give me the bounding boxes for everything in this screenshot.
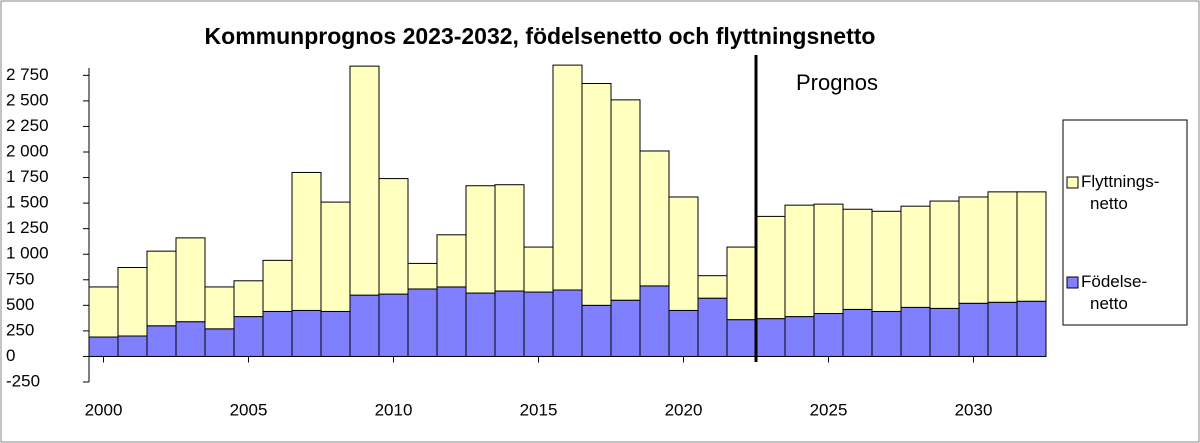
- y-tick-label: 1 750: [6, 167, 49, 186]
- bar-segment: [175, 321, 206, 357]
- bar-segment: [1016, 300, 1047, 357]
- bar-segment: [494, 290, 525, 357]
- x-tick-label: 2005: [230, 400, 268, 419]
- bar-segment: [117, 267, 148, 337]
- legend-swatch: [1066, 176, 1079, 189]
- bar-segment: [987, 191, 1018, 303]
- bar-segment: [349, 65, 380, 296]
- bar-segment: [813, 203, 844, 315]
- bar-segment: [349, 294, 380, 357]
- bar-segment: [88, 286, 119, 338]
- bar-segment: [668, 309, 699, 357]
- bar-segment: [146, 250, 177, 327]
- bar-segment: [842, 208, 873, 310]
- bar-segment: [320, 310, 351, 357]
- legend-label: Flyttnings-netto: [1081, 172, 1159, 213]
- bar-segment: [726, 246, 757, 321]
- bar-segment: [378, 293, 409, 357]
- bar-segment: [784, 204, 815, 318]
- x-tick-label: 2020: [665, 400, 703, 419]
- bar-segment: [958, 302, 989, 357]
- bar-segment: [436, 286, 467, 357]
- bar-segment: [175, 237, 206, 323]
- bar-segment: [204, 286, 235, 330]
- chart-title: Kommunprognos 2023-2032, födelsenetto oc…: [205, 23, 876, 49]
- y-tick-label: 1 250: [6, 218, 49, 237]
- x-tick-label: 2000: [85, 400, 123, 419]
- bar-segment: [204, 328, 235, 357]
- bar-segment: [436, 234, 467, 288]
- bar-segment: [407, 262, 438, 290]
- bar-segment: [639, 285, 670, 357]
- legend-box: [1062, 119, 1188, 326]
- y-tick-label: 1 000: [6, 244, 49, 263]
- bar-segment: [784, 316, 815, 357]
- annotation: Prognos: [796, 70, 878, 95]
- bar-segment: [465, 185, 496, 294]
- bar-segment: [1016, 191, 1047, 302]
- bar-segment: [233, 316, 264, 357]
- bar-segment: [929, 307, 960, 357]
- y-tick-label: 500: [6, 295, 34, 314]
- bar-segment: [813, 313, 844, 357]
- bar-segment: [697, 275, 728, 299]
- bar-segment: [871, 210, 902, 312]
- bar-segment: [146, 325, 177, 357]
- bar-segment: [755, 215, 786, 320]
- bar-segment: [378, 178, 409, 295]
- y-tick-label: 2 250: [6, 116, 49, 135]
- bar-segment: [88, 336, 119, 357]
- bar-segment: [697, 297, 728, 357]
- x-tick-label: 2030: [955, 400, 993, 419]
- bar-segment: [581, 83, 612, 306]
- bar-segment: [262, 259, 293, 312]
- bar-segment: [233, 280, 264, 318]
- bar-segment: [407, 288, 438, 357]
- bar-segment: [291, 171, 322, 311]
- bar-segment: [552, 64, 583, 291]
- bar-segment: [871, 310, 902, 357]
- bar-segment: [929, 200, 960, 309]
- bar-segment: [900, 306, 931, 357]
- y-tick-label: 0: [6, 346, 15, 365]
- bar-segment: [465, 292, 496, 357]
- y-tick-label: -250: [6, 371, 40, 390]
- bar-segment: [726, 319, 757, 357]
- bar-segment: [117, 335, 148, 357]
- bar-segment: [755, 318, 786, 357]
- y-tick-label: 750: [6, 269, 34, 288]
- bar-segment: [262, 310, 293, 357]
- x-tick-label: 2025: [810, 400, 848, 419]
- bar-segment: [987, 301, 1018, 357]
- bar-segment: [552, 289, 583, 357]
- x-tick-label: 2010: [375, 400, 413, 419]
- bar-segment: [958, 196, 989, 304]
- bar-segment: [842, 308, 873, 357]
- y-tick-label: 2 000: [6, 141, 49, 160]
- y-tick-label: 250: [6, 320, 34, 339]
- y-tick-label: 2 750: [6, 65, 49, 84]
- bar-segment: [900, 205, 931, 308]
- bar-segment: [320, 201, 351, 312]
- y-tick-label: 1 500: [6, 193, 49, 212]
- bar-segment: [523, 291, 554, 357]
- x-tick-label: 2015: [520, 400, 558, 419]
- bar-segment: [610, 299, 641, 357]
- bar-segment: [494, 184, 525, 292]
- bar-segment: [639, 150, 670, 287]
- bar-segment: [610, 99, 641, 301]
- y-tick-label: 2 500: [6, 90, 49, 109]
- bar-segment: [523, 246, 554, 293]
- bar-segment: [668, 196, 699, 311]
- legend-swatch: [1066, 276, 1079, 289]
- bar-segment: [291, 309, 322, 357]
- legend-label: Födelse-netto: [1081, 272, 1147, 313]
- bar-segment: [581, 304, 612, 357]
